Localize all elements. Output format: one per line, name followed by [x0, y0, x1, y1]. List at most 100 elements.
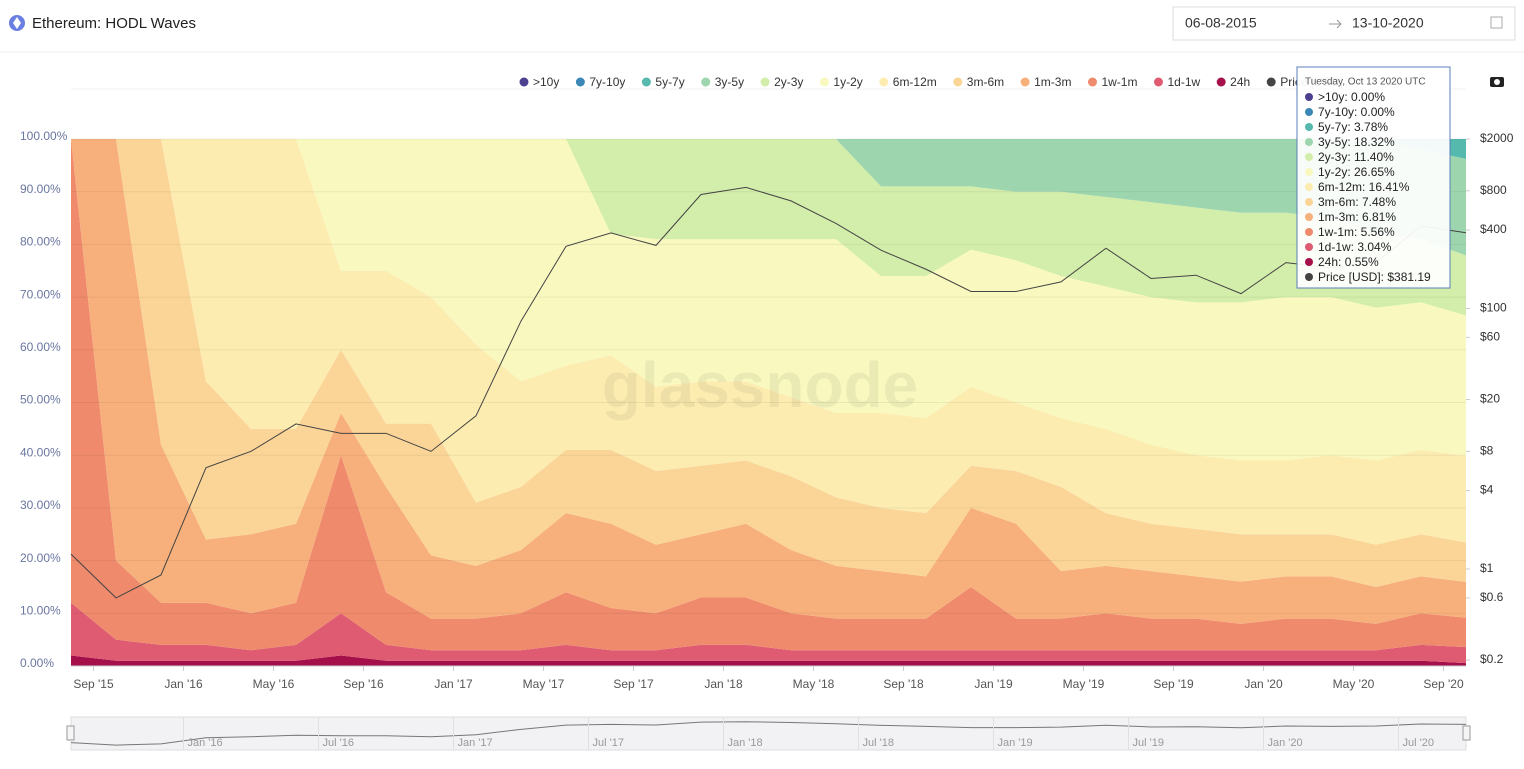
- logo-mark: [13, 17, 21, 29]
- tooltip-item: 24h: 0.55%: [1318, 255, 1379, 269]
- area-band: [71, 139, 1466, 545]
- y-tick-label: 20.00%: [20, 551, 61, 565]
- tooltip-item: 3y-5y: 18.32%: [1318, 135, 1395, 149]
- legend-label[interactable]: 1y-2y: [833, 75, 862, 89]
- legend-marker[interactable]: [701, 77, 711, 87]
- legend-label[interactable]: 1w-1m: [1101, 75, 1137, 89]
- legend-label[interactable]: 1m-3m: [1034, 75, 1071, 89]
- y2-tick-label: $2000: [1480, 131, 1514, 145]
- x-tick-label: Jan '19: [974, 677, 1013, 691]
- tooltip-marker: [1305, 213, 1313, 221]
- plot-area: [70, 138, 1467, 667]
- legend-marker[interactable]: [1216, 77, 1226, 87]
- tooltip-item: 6m-12m: 16.41%: [1318, 180, 1410, 194]
- tooltip-marker: [1305, 228, 1313, 236]
- tooltip-item: 1y-2y: 26.65%: [1318, 165, 1395, 179]
- tooltip-item: 1w-1m: 5.56%: [1318, 225, 1395, 239]
- tooltip-title: Tuesday, Oct 13 2020 UTC: [1305, 77, 1426, 88]
- x-tick-label: Jan '16: [164, 677, 203, 691]
- legend-marker[interactable]: [641, 77, 651, 87]
- navigator-handle[interactable]: [1462, 725, 1471, 741]
- y2-tick-label: $0.6: [1480, 590, 1504, 604]
- tooltip: Tuesday, Oct 13 2020 UTC >10y: 0.00%7y-10…: [1296, 66, 1451, 289]
- y-tick-label: 50.00%: [20, 393, 61, 407]
- legend-marker[interactable]: [519, 77, 529, 87]
- legend-label[interactable]: 6m-12m: [893, 75, 937, 89]
- tooltip-marker: [1305, 93, 1313, 101]
- area-band: [71, 139, 1466, 316]
- area-band: [71, 139, 1466, 624]
- y-tick-label: 10.00%: [20, 603, 61, 617]
- y-tick-label: 30.00%: [20, 498, 61, 512]
- x-tick-label: Sep '19: [1153, 677, 1194, 691]
- tooltip-marker: [1305, 243, 1313, 251]
- legend-label[interactable]: 5y-7y: [655, 75, 684, 89]
- y2-tick-label: $0.2: [1480, 652, 1504, 666]
- navigator: Jan '16 Jul '16 Jan '17 Jul '17 Jan '18 Jul '…: [66, 716, 1471, 751]
- legend-marker[interactable]: [953, 77, 963, 87]
- y2-tick-label: $400: [1480, 222, 1507, 236]
- navigator-label: Jan '19: [998, 737, 1033, 749]
- y-tick-label: 40.00%: [20, 445, 61, 459]
- y-tick-label: 90.00%: [20, 182, 61, 196]
- legend-marker[interactable]: [760, 77, 770, 87]
- tooltip-item: Price [USD]: $381.19: [1318, 270, 1431, 284]
- y-tick-label: 100.00%: [20, 129, 68, 143]
- legend-label[interactable]: 24h: [1230, 75, 1250, 89]
- legend-marker[interactable]: [819, 77, 829, 87]
- tooltip-marker: [1305, 198, 1313, 206]
- tooltip-marker: [1305, 138, 1313, 146]
- y2-tick-label: $800: [1480, 183, 1507, 197]
- tooltip-marker: [1305, 153, 1313, 161]
- navigator-label: Jan '20: [1268, 737, 1303, 749]
- date-range[interactable]: [1172, 6, 1516, 41]
- x-tick-label: Sep '20: [1423, 677, 1464, 691]
- legend-marker[interactable]: [1087, 77, 1097, 87]
- y-tick-label: 60.00%: [20, 340, 61, 354]
- legend-marker[interactable]: [1020, 77, 1030, 87]
- y2-tick-label: $100: [1480, 301, 1507, 315]
- y-tick-label: 0.00%: [20, 656, 54, 670]
- legend-marker[interactable]: [1266, 77, 1276, 87]
- legend-label[interactable]: 2y-3y: [774, 75, 803, 89]
- x-tick-label: May '17: [523, 677, 565, 691]
- page-title: Ethereum: HODL Waves: [32, 15, 196, 32]
- navigator-label: Jul '16: [323, 737, 354, 749]
- navigator-label: Jan '18: [728, 737, 763, 749]
- navigator-line: [70, 721, 1467, 746]
- x-tick-label: Jan '17: [434, 677, 473, 691]
- y2-tick-label: $20: [1480, 392, 1500, 406]
- area-band: [71, 602, 1466, 664]
- x-tick-label: May '18: [793, 677, 835, 691]
- legend-marker[interactable]: [575, 77, 585, 87]
- tooltip-marker: [1305, 183, 1313, 191]
- legend-label[interactable]: 1d-1w: [1167, 75, 1200, 89]
- tooltip-marker: [1305, 273, 1313, 281]
- area-band: [71, 139, 1466, 461]
- date-to[interactable]: 13-10-2020: [1352, 15, 1424, 31]
- tooltip-item: >10y: 0.00%: [1318, 90, 1385, 104]
- tooltip-item: 1m-3m: 6.81%: [1318, 210, 1396, 224]
- tooltip-marker: [1305, 168, 1313, 176]
- x-tick-label: May '20: [1333, 677, 1375, 691]
- tooltip-marker: [1305, 258, 1313, 266]
- y2-tick-label: $60: [1480, 330, 1500, 344]
- navigator-handle[interactable]: [66, 725, 75, 741]
- date-from[interactable]: 06-08-2015: [1185, 15, 1257, 31]
- x-tick-label: May '19: [1063, 677, 1105, 691]
- x-tick-label: Sep '16: [343, 677, 384, 691]
- legend-label[interactable]: 3m-6m: [967, 75, 1004, 89]
- tooltip-item: 2y-3y: 11.40%: [1318, 150, 1394, 164]
- tooltip-box: [1296, 66, 1451, 289]
- y2-tick-label: $8: [1480, 444, 1494, 458]
- tooltip-item: 3m-6m: 7.48%: [1318, 195, 1396, 209]
- legend-label[interactable]: 3y-5y: [715, 75, 744, 89]
- navigator-label: Jan '17: [458, 737, 493, 749]
- legend-label[interactable]: >10y: [533, 75, 559, 89]
- calendar-icon[interactable]: [1490, 16, 1503, 29]
- legend: >10y 7y-10y 5y-7y 3y-5y 2y-3y 1y-2y 6m-12m 3m-6…: [519, 75, 1343, 89]
- legend-label[interactable]: 7y-10y: [589, 75, 625, 89]
- watermark: glassnode: [602, 349, 919, 421]
- legend-marker[interactable]: [1153, 77, 1163, 87]
- legend-marker[interactable]: [879, 77, 889, 87]
